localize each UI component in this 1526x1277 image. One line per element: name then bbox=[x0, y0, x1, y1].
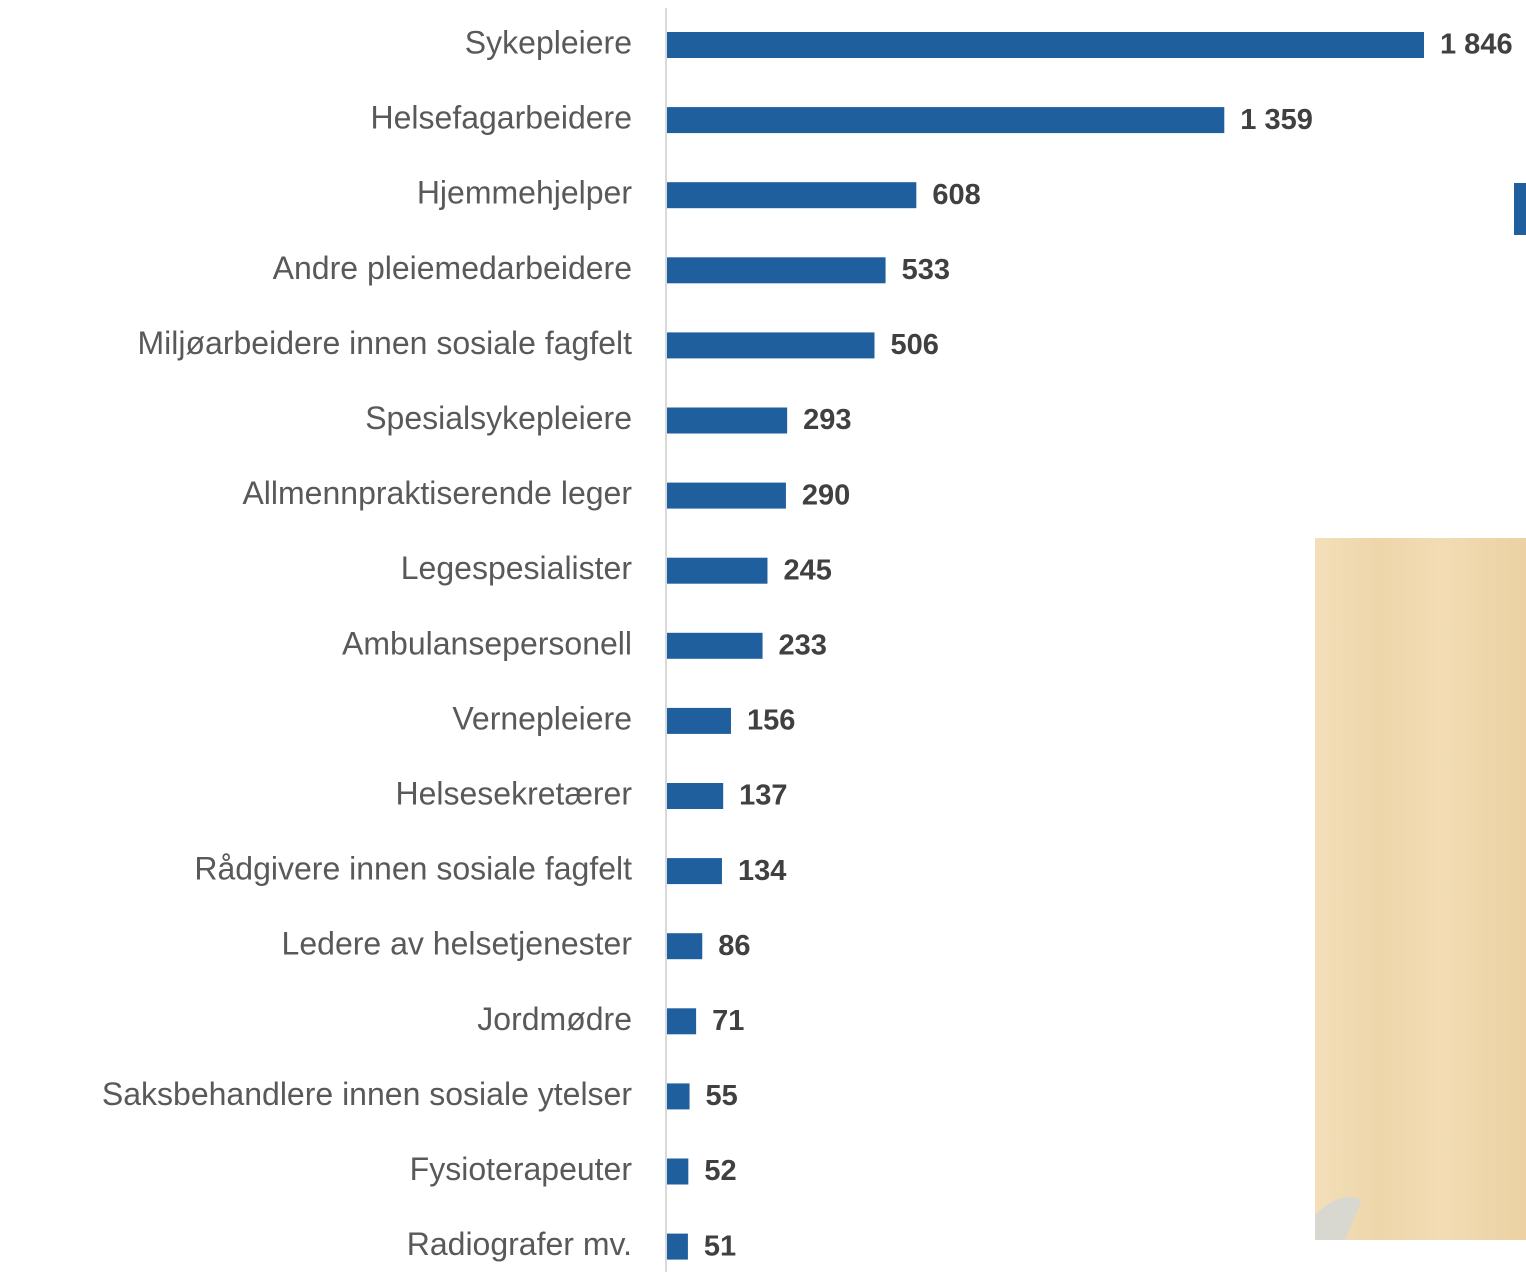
bar bbox=[667, 1234, 688, 1260]
value-label: 134 bbox=[738, 855, 786, 887]
category-label: Vernepleiere bbox=[452, 700, 632, 736]
category-label: Sykepleiere bbox=[465, 24, 632, 60]
value-label: 293 bbox=[803, 404, 851, 436]
category-label: Helsefagarbeidere bbox=[371, 100, 633, 136]
background-photo bbox=[1315, 538, 1526, 1240]
bar bbox=[667, 1159, 688, 1185]
value-label: 156 bbox=[747, 705, 795, 737]
value-label: 55 bbox=[706, 1080, 738, 1112]
bar bbox=[667, 107, 1224, 133]
category-label: Helsesekretærer bbox=[395, 775, 632, 811]
value-label: 290 bbox=[802, 479, 850, 511]
bar bbox=[667, 257, 886, 283]
value-label: 506 bbox=[890, 329, 938, 361]
value-label: 233 bbox=[779, 629, 827, 661]
category-label: Rådgivere innen sosiale fagfelt bbox=[194, 851, 632, 887]
bar bbox=[667, 1008, 696, 1034]
value-label: 52 bbox=[704, 1155, 736, 1187]
value-label: 71 bbox=[712, 1005, 744, 1037]
category-label: Radiografer mv. bbox=[407, 1226, 632, 1262]
category-label: Allmennpraktiserende leger bbox=[242, 475, 632, 511]
bar bbox=[667, 933, 702, 959]
value-label: 1 359 bbox=[1240, 104, 1313, 136]
category-label: Ledere av helsetjenester bbox=[282, 926, 633, 962]
bar bbox=[667, 783, 723, 809]
bar bbox=[667, 332, 874, 358]
decoration bbox=[1514, 183, 1526, 235]
category-label: Fysioterapeuter bbox=[410, 1151, 633, 1187]
bar bbox=[667, 858, 722, 884]
category-label: Hjemmehjelper bbox=[417, 175, 633, 211]
value-label: 51 bbox=[704, 1230, 736, 1262]
category-label: Jordmødre bbox=[477, 1001, 632, 1037]
bar bbox=[667, 633, 763, 659]
value-label: 1 846 bbox=[1440, 29, 1513, 61]
value-label: 137 bbox=[739, 780, 787, 812]
bar bbox=[667, 1083, 690, 1109]
bar bbox=[667, 408, 787, 434]
category-label: Ambulansepersonell bbox=[342, 625, 632, 661]
value-label: 608 bbox=[932, 179, 980, 211]
bar bbox=[667, 32, 1424, 58]
value-label: 533 bbox=[902, 254, 950, 286]
category-label: Miljøarbeidere innen sosiale fagfelt bbox=[138, 325, 633, 361]
bar bbox=[667, 558, 767, 584]
category-label: Legespesialister bbox=[401, 550, 633, 586]
value-label: 86 bbox=[718, 930, 750, 962]
category-label: Andre pleiemedarbeidere bbox=[273, 250, 632, 286]
bar bbox=[667, 483, 786, 509]
chart: Sykepleiere 1 846 Helsefagarbeidere 1 359 Hj… bbox=[0, 0, 1526, 1272]
bar bbox=[667, 708, 731, 734]
category-label: Spesialsykepleiere bbox=[365, 400, 632, 436]
value-label: 245 bbox=[783, 554, 831, 586]
bar bbox=[667, 182, 916, 208]
category-label: Saksbehandlere innen sosiale ytelser bbox=[102, 1076, 632, 1112]
